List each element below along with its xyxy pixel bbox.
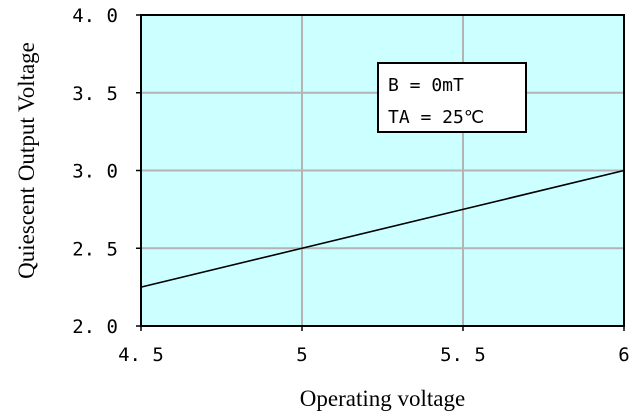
x-tick-label-1: 5 — [296, 344, 307, 366]
y-axis-label: Quiescent Output Voltage — [14, 42, 39, 279]
y-tick-label-4: 4. 0 — [72, 5, 118, 27]
x-axis-ticks: 4. 5 5 5. 5 6 — [118, 326, 630, 366]
annotation-text-line-2: TA = 25℃ — [388, 107, 484, 128]
y-tick-label-0: 2. 0 — [72, 316, 118, 338]
x-tick-label-0: 4. 5 — [118, 344, 164, 366]
series-line-0 — [140, 169, 625, 288]
y-tick-label-3: 3. 5 — [72, 83, 118, 105]
annotation-box: B = 0mT TA = 25℃ — [377, 62, 527, 133]
series-layer — [140, 169, 625, 288]
y-tick-label-2: 3. 0 — [72, 161, 118, 183]
y-tick-label-1: 2. 5 — [72, 238, 118, 260]
annotation-text-line-1: B = 0mT — [388, 75, 464, 96]
x-axis-label: Operating voltage — [300, 386, 465, 411]
x-tick-label-2: 5. 5 — [440, 344, 486, 366]
annotation-frame — [377, 62, 527, 133]
y-axis-ticks: 2. 0 2. 5 3. 0 3. 5 4. 0 — [72, 5, 141, 338]
x-tick-label-3: 6 — [618, 344, 629, 366]
